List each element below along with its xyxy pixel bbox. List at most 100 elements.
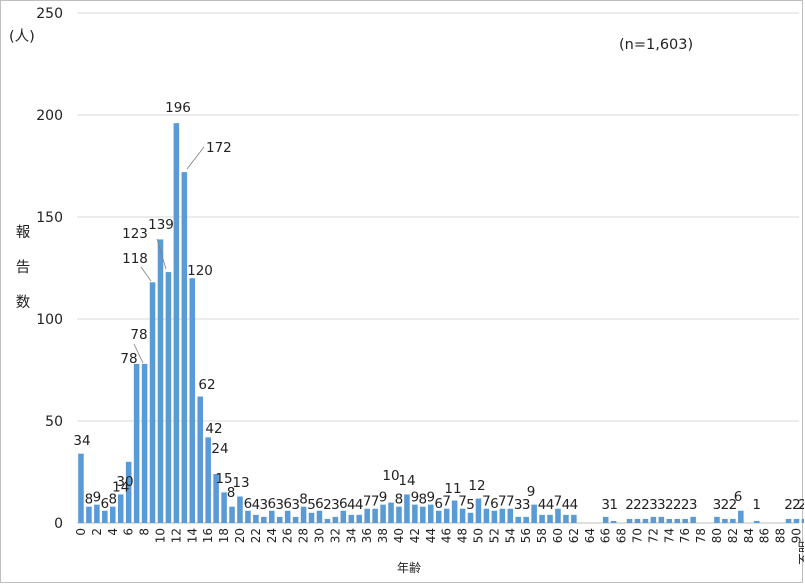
bar xyxy=(165,272,172,523)
bar xyxy=(213,474,219,523)
x-tick-label: 42 xyxy=(408,528,422,543)
bar xyxy=(523,516,529,523)
bar xyxy=(133,363,140,523)
x-tick-label: 66 xyxy=(599,528,613,543)
bar xyxy=(459,508,466,523)
data-label: 2 xyxy=(323,497,332,513)
bar xyxy=(245,510,251,523)
bar xyxy=(467,512,474,523)
bar xyxy=(324,518,331,523)
data-label: 7 xyxy=(458,494,467,510)
label-leader-lines xyxy=(133,146,205,364)
data-label: 78 xyxy=(120,351,137,367)
x-tick-labels: 0 2 4 6 8 10 12 14 16 18 20 22 24 26 28 30 32 34 36 38 40 42 4… xyxy=(74,528,805,565)
bar xyxy=(722,518,728,523)
bar xyxy=(157,239,164,523)
data-label: 8 xyxy=(395,492,404,508)
data-label: 3 xyxy=(522,497,531,513)
data-label: 2 xyxy=(673,497,682,513)
bar xyxy=(205,437,211,523)
bar xyxy=(237,496,243,523)
bar xyxy=(388,502,394,523)
data-label: 4 xyxy=(252,497,261,513)
bar xyxy=(785,518,792,523)
bar xyxy=(149,282,156,523)
data-label: 172 xyxy=(206,140,232,156)
data-label: 196 xyxy=(165,100,191,116)
y-tick-labels: 0 50 100 150 200 250 xyxy=(36,6,63,532)
data-label: 6 xyxy=(315,496,324,512)
data-label: 3 xyxy=(601,497,610,513)
bar xyxy=(483,508,490,523)
data-label: 2 xyxy=(792,497,801,513)
bar xyxy=(714,516,720,523)
data-label: 9 xyxy=(93,490,102,506)
data-label: 78 xyxy=(130,327,147,343)
bars xyxy=(78,123,805,523)
bar xyxy=(125,461,132,523)
bar xyxy=(94,504,100,523)
bar xyxy=(738,510,744,523)
bar xyxy=(404,494,410,523)
data-label: 139 xyxy=(148,217,174,233)
data-label: 14 xyxy=(112,479,129,495)
bar xyxy=(555,508,561,523)
x-tick-label: 6 xyxy=(122,528,136,536)
y-gridlines xyxy=(77,12,799,524)
x-tick-label: 72 xyxy=(646,528,660,543)
y-axis-label-char: 数 xyxy=(16,294,31,311)
bar xyxy=(515,516,521,523)
bar xyxy=(197,396,203,523)
data-label: 123 xyxy=(122,226,148,242)
data-label: 2 xyxy=(665,497,674,513)
bar xyxy=(547,514,553,523)
bar xyxy=(412,504,418,523)
data-label: 24 xyxy=(211,441,228,457)
bar xyxy=(110,506,116,523)
data-label: 11 xyxy=(444,481,461,497)
x-tick-label: 82 xyxy=(726,528,740,543)
x-tick-label: 68 xyxy=(615,528,629,543)
bar xyxy=(348,514,355,523)
data-label: 7 xyxy=(442,494,451,510)
x-tick-label: 88 xyxy=(774,528,788,543)
bar xyxy=(793,518,800,523)
bar xyxy=(276,516,283,523)
data-label: 6 xyxy=(734,489,743,505)
data-label: 7 xyxy=(482,494,491,510)
bar xyxy=(308,512,315,523)
data-label: 6 xyxy=(283,496,292,512)
x-tick-label: 62 xyxy=(567,528,581,543)
x-tick-label-unknown: 不明 xyxy=(797,541,804,565)
leader-line xyxy=(186,146,205,170)
bar xyxy=(292,516,299,523)
data-label: 3 xyxy=(291,497,300,513)
data-label: 3 xyxy=(713,497,722,513)
data-label: 8 xyxy=(108,492,117,508)
bar xyxy=(261,516,267,523)
y-axis-label-char: 報 xyxy=(16,224,31,241)
data-label: 9 xyxy=(411,490,420,506)
bar xyxy=(682,518,688,523)
data-label: 7 xyxy=(363,494,372,510)
data-label: 34 xyxy=(73,433,90,449)
bar xyxy=(626,518,633,523)
data-label: 7 xyxy=(554,494,563,510)
data-label: 3 xyxy=(275,497,284,513)
bar xyxy=(269,510,275,523)
x-tick-label: 76 xyxy=(678,528,692,543)
bar xyxy=(340,510,347,523)
data-label: 120 xyxy=(187,263,213,279)
bar xyxy=(380,504,386,523)
bar xyxy=(507,508,514,523)
bar xyxy=(674,518,680,523)
x-tick-label: 28 xyxy=(297,528,311,543)
bar xyxy=(181,172,188,523)
bar xyxy=(428,504,434,523)
bar xyxy=(634,518,641,523)
x-tick-label: 8 xyxy=(138,528,152,536)
data-label: 8 xyxy=(85,492,94,508)
data-label: 9 xyxy=(527,484,536,500)
